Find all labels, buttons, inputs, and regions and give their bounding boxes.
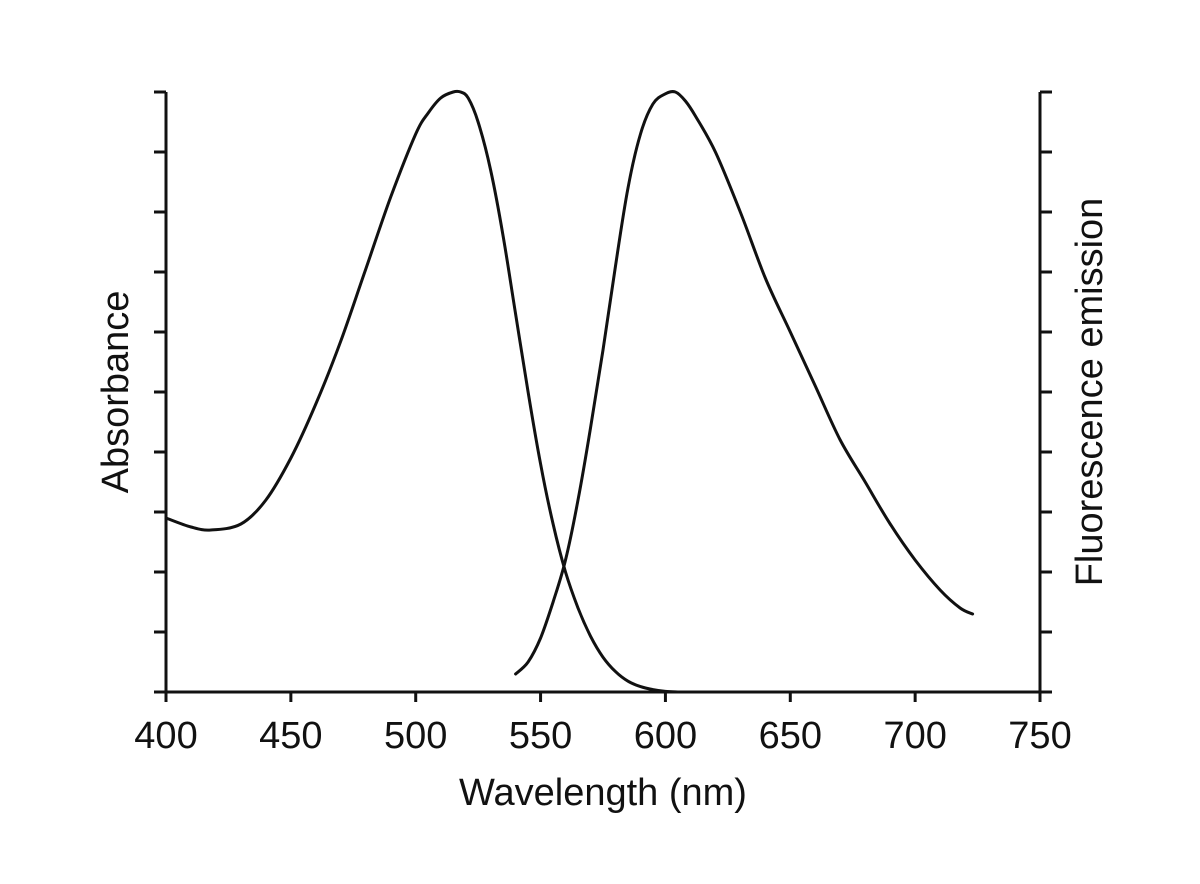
axes [154, 92, 1052, 694]
x-tick-label: 400 [134, 715, 197, 757]
absorbance-curve [164, 89, 680, 694]
x-tick-label: 450 [259, 715, 322, 757]
x-tick-label: 700 [883, 715, 946, 757]
x-tick-label: 500 [384, 715, 447, 757]
fluorescence-emission-curve [514, 89, 975, 676]
x-tick-label: 750 [1008, 715, 1071, 757]
x-axis-title: Wavelength (nm) [459, 772, 747, 814]
ticks [154, 90, 1052, 702]
x-tick-label: 600 [634, 715, 697, 757]
y-axis-title-right: Fluorescence emission [1069, 198, 1111, 587]
x-tick-label: 550 [509, 715, 572, 757]
x-tick-label: 650 [759, 715, 822, 757]
y-axis-title-left: Absorbance [95, 291, 137, 494]
curves [164, 89, 975, 694]
x-tick-labels: 400 450 500 550 600 650 700 750 [134, 715, 1071, 757]
